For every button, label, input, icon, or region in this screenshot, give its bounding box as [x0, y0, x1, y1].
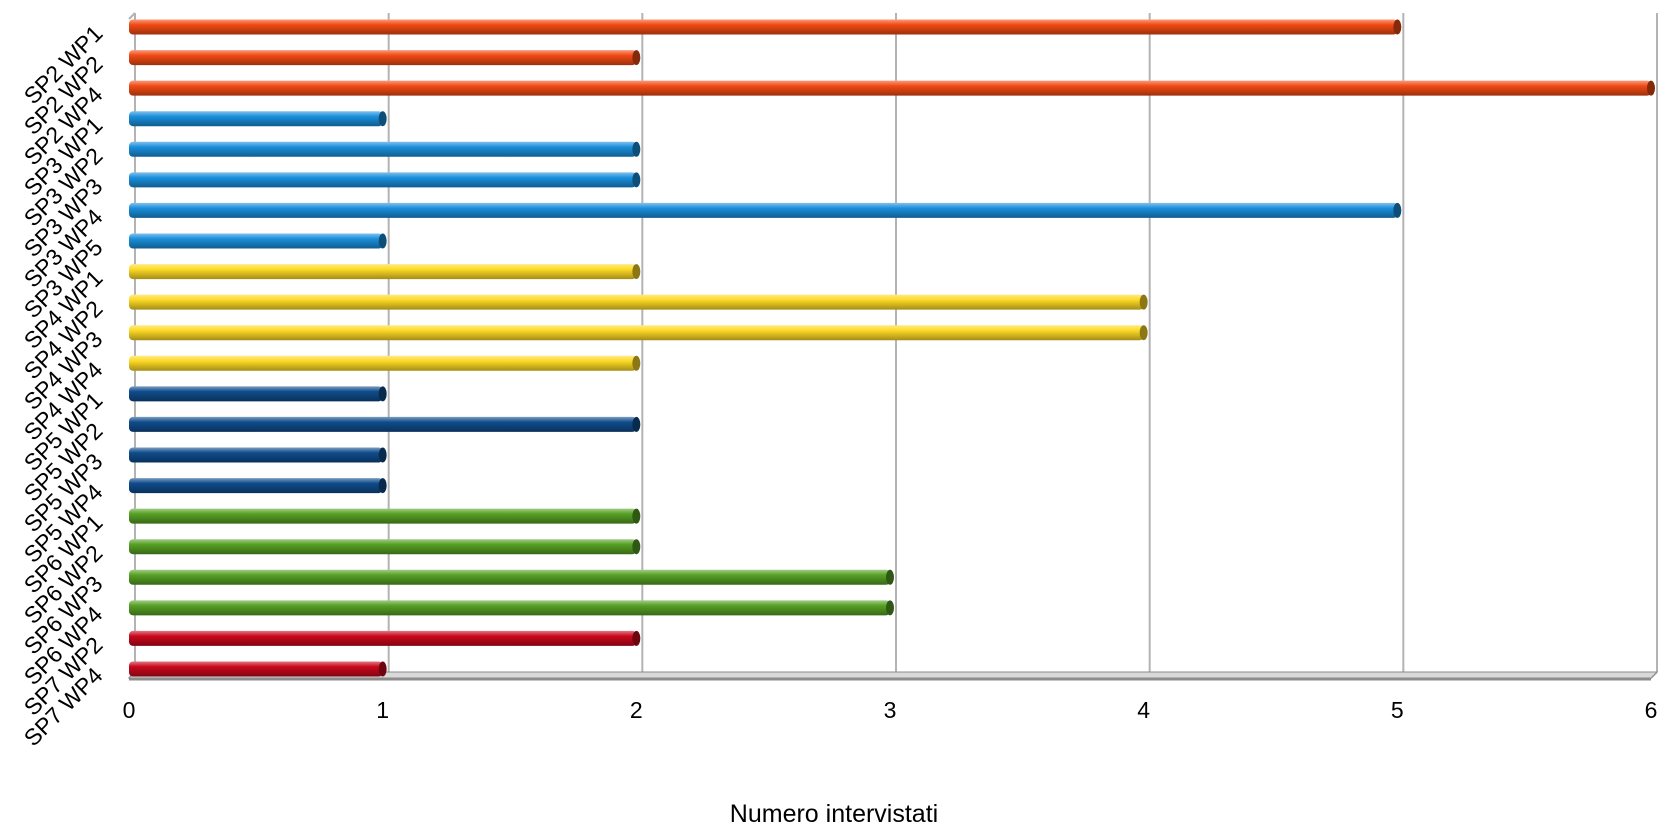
bar	[129, 50, 641, 66]
bar-cap	[632, 416, 641, 432]
x-tick-label: 3	[884, 697, 897, 723]
bar-body	[129, 264, 637, 280]
bar	[129, 111, 387, 127]
x-tick-label: 6	[1645, 697, 1658, 723]
bar	[129, 600, 894, 616]
bar-cap	[632, 50, 641, 66]
bar-body	[129, 294, 1144, 310]
bar-cap	[378, 111, 387, 127]
bar	[129, 80, 1655, 96]
bar-body	[129, 111, 383, 127]
bar-cap	[1139, 325, 1148, 341]
bar-cap	[1393, 202, 1402, 218]
bar-body	[129, 172, 637, 188]
x-tick-label: 2	[630, 697, 643, 723]
x-tick-labels: 0 1 2 3 4 5 6	[123, 697, 1658, 723]
bar-cap	[632, 264, 641, 280]
bar	[129, 141, 641, 157]
bar	[129, 661, 387, 677]
bar-body	[129, 80, 1651, 96]
x-tick-label: 5	[1391, 697, 1404, 723]
bar-body	[129, 355, 637, 371]
bar	[129, 294, 1148, 310]
bar	[129, 19, 1402, 35]
bar-body	[129, 600, 890, 616]
bar-body	[129, 447, 383, 463]
bar	[129, 355, 641, 371]
x-tick-label: 1	[376, 697, 389, 723]
x-tick-label: 4	[1137, 697, 1150, 723]
bar	[129, 202, 1402, 218]
bar-cap	[632, 141, 641, 157]
bar	[129, 172, 641, 188]
bar	[129, 478, 387, 494]
bar-body	[129, 508, 637, 524]
bar-cap	[378, 478, 387, 494]
bar-body	[129, 661, 383, 677]
bar-cap	[632, 508, 641, 524]
bar-body	[129, 478, 383, 494]
bar	[129, 539, 641, 555]
bar-cap	[632, 355, 641, 371]
bar	[129, 264, 641, 280]
bar-body	[129, 386, 383, 402]
bar	[129, 325, 1148, 341]
bar-body	[129, 416, 637, 432]
bar-cap	[378, 447, 387, 463]
x-tick-label: 0	[123, 697, 136, 723]
bar	[129, 447, 387, 463]
bar	[129, 416, 641, 432]
bar	[129, 508, 641, 524]
bar-cap	[1393, 19, 1402, 35]
bar-cap	[632, 630, 641, 646]
bar-body	[129, 233, 383, 249]
bar-cap	[886, 600, 894, 616]
bar-body	[129, 569, 890, 585]
bar	[129, 630, 641, 646]
bar-cap	[632, 539, 641, 555]
x-axis-title: Numero intervistati	[730, 800, 938, 828]
bar-cap	[378, 386, 387, 402]
bar-body	[129, 630, 637, 646]
bar	[129, 233, 387, 249]
bar-body	[129, 202, 1398, 218]
bar-body	[129, 325, 1144, 341]
bar-cap	[1647, 80, 1655, 96]
bar	[129, 569, 894, 585]
bar-cap	[1139, 294, 1148, 310]
bar-body	[129, 50, 637, 66]
bar-cap	[886, 569, 894, 585]
bar-layer	[129, 19, 1655, 677]
bar-body	[129, 539, 637, 555]
bar	[129, 386, 387, 402]
bar-cap	[378, 233, 387, 249]
bar-body	[129, 19, 1398, 35]
bar-cap	[378, 661, 387, 677]
bar-cap	[632, 172, 641, 188]
bar-body	[129, 141, 637, 157]
